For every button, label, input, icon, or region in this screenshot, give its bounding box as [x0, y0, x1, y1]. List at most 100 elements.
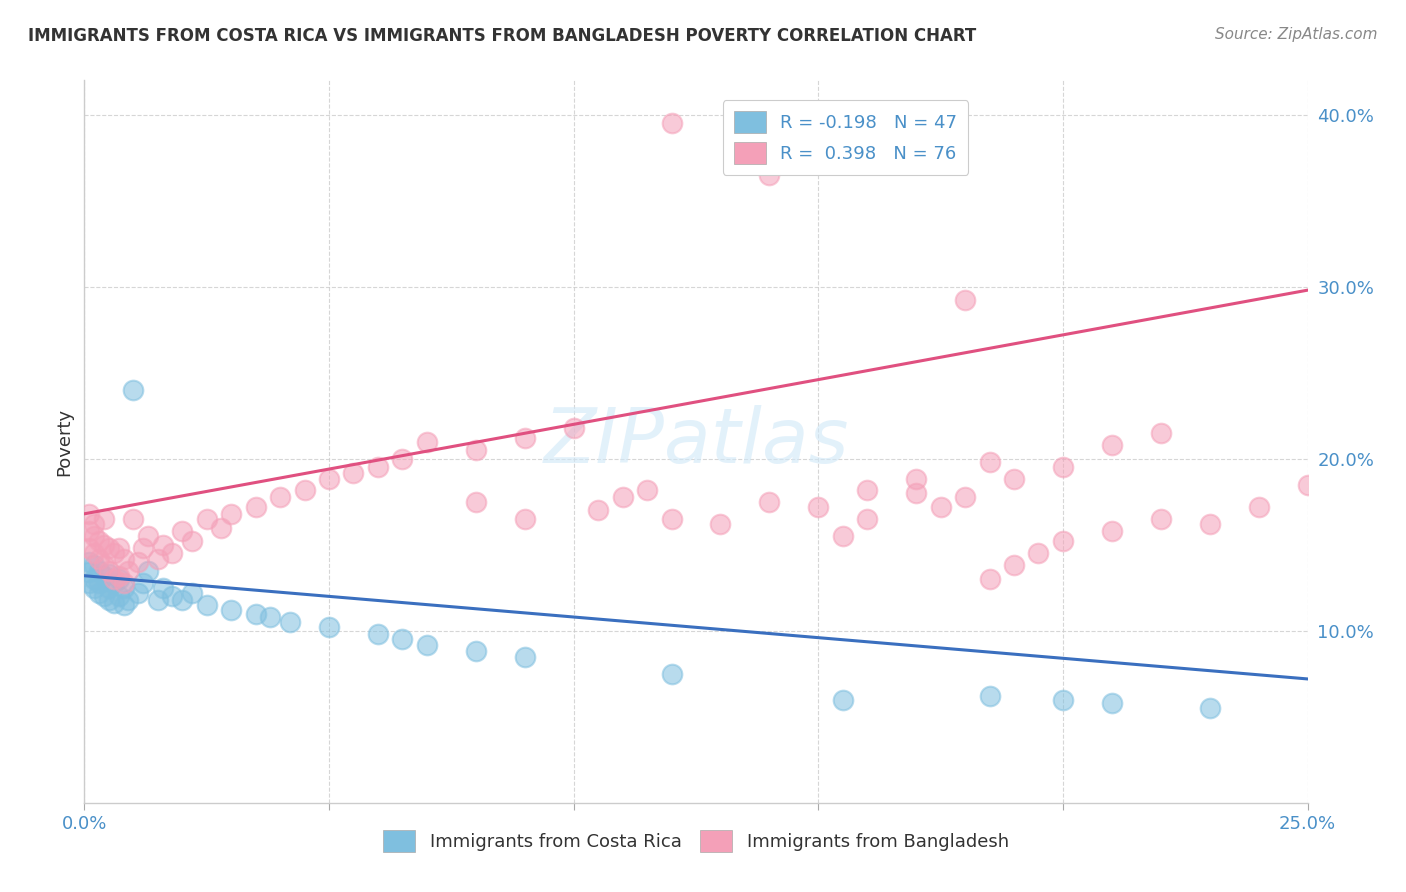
Point [107, 572, 129, 586]
Point [1101, 524, 1123, 538]
Point [1052, 692, 1074, 706]
Point [831, 692, 853, 706]
Point [416, 434, 439, 449]
Point [1028, 546, 1050, 560]
Point [905, 486, 928, 500]
Point [146, 551, 169, 566]
Point [87, 586, 110, 600]
Point [83, 517, 105, 532]
Point [87, 551, 110, 566]
Point [77, 555, 100, 569]
Point [136, 564, 159, 578]
Point [342, 466, 364, 480]
Point [1198, 517, 1220, 532]
Point [172, 524, 194, 538]
Point [1101, 438, 1123, 452]
Point [979, 455, 1001, 469]
Point [209, 520, 232, 534]
Point [259, 610, 281, 624]
Point [367, 460, 389, 475]
Point [103, 596, 125, 610]
Point [513, 431, 536, 445]
Point [269, 490, 291, 504]
Point [103, 546, 125, 560]
Legend: Immigrants from Costa Rica, Immigrants from Bangladesh: Immigrants from Costa Rica, Immigrants f… [375, 822, 1017, 859]
Point [464, 443, 486, 458]
Point [1052, 534, 1074, 549]
Point [83, 581, 105, 595]
Point [162, 546, 184, 560]
Point [1198, 701, 1220, 715]
Point [391, 632, 413, 647]
Point [245, 500, 267, 514]
Point [391, 451, 413, 466]
Point [97, 564, 120, 578]
Point [93, 590, 115, 604]
Point [77, 507, 100, 521]
Point [1150, 512, 1173, 526]
Point [77, 541, 100, 556]
Point [132, 575, 155, 590]
Point [856, 483, 879, 497]
Point [905, 472, 928, 486]
Point [1150, 425, 1173, 440]
Point [83, 572, 105, 586]
Point [87, 575, 110, 590]
Point [758, 168, 780, 182]
Point [318, 472, 340, 486]
Point [195, 512, 218, 526]
Point [112, 575, 135, 590]
Text: IMMIGRANTS FROM COSTA RICA VS IMMIGRANTS FROM BANGLADESH POVERTY CORRELATION CHA: IMMIGRANTS FROM COSTA RICA VS IMMIGRANTS… [28, 27, 976, 45]
Point [112, 598, 135, 612]
Point [122, 383, 145, 397]
Point [162, 590, 184, 604]
Point [93, 568, 115, 582]
Point [152, 538, 174, 552]
Point [195, 598, 218, 612]
Point [83, 546, 105, 560]
Point [636, 483, 658, 497]
Point [953, 293, 976, 308]
Point [856, 512, 879, 526]
Point [758, 494, 780, 508]
Point [97, 592, 120, 607]
Point [132, 541, 155, 556]
Point [464, 494, 486, 508]
Point [87, 534, 110, 549]
Point [929, 500, 952, 514]
Point [97, 567, 120, 582]
Point [112, 581, 135, 595]
Point [612, 490, 634, 504]
Point [181, 586, 204, 600]
Point [661, 512, 683, 526]
Point [122, 512, 145, 526]
Point [807, 500, 830, 514]
Point [107, 590, 129, 604]
Point [93, 512, 115, 526]
Point [117, 564, 139, 578]
Point [318, 620, 340, 634]
Point [294, 483, 316, 497]
Point [1002, 472, 1025, 486]
Text: Source: ZipAtlas.com: Source: ZipAtlas.com [1215, 27, 1378, 42]
Point [953, 490, 976, 504]
Point [979, 572, 1001, 586]
Point [1247, 500, 1270, 514]
Point [103, 572, 125, 586]
Point [562, 421, 585, 435]
Point [77, 566, 100, 580]
Point [93, 558, 115, 573]
Point [83, 529, 105, 543]
Point [152, 581, 174, 595]
Point [107, 541, 129, 556]
Point [103, 575, 125, 590]
Point [93, 538, 115, 552]
Point [661, 116, 683, 130]
Point [661, 666, 683, 681]
Point [416, 638, 439, 652]
Point [181, 534, 204, 549]
Point [219, 507, 242, 521]
Point [513, 512, 536, 526]
Text: ZIPatlas: ZIPatlas [543, 405, 849, 478]
Point [513, 649, 536, 664]
